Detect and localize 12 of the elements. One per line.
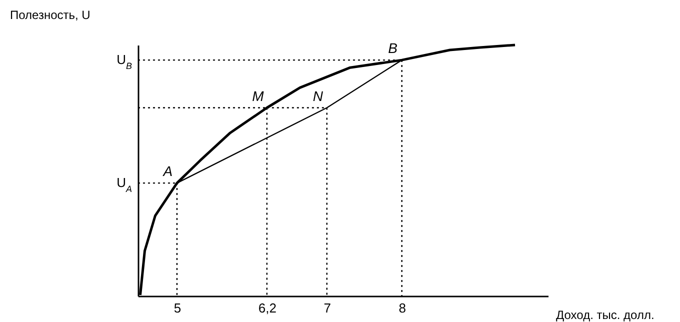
annotation: M	[252, 88, 264, 104]
x-tick-label: 8	[398, 300, 406, 316]
ref-line-label: U$_{B}$	[116, 52, 132, 72]
ref-line-label: U$_{A}$	[116, 175, 132, 194]
annotation: A	[162, 163, 173, 180]
y-axis-title: Полезность, U	[10, 8, 90, 22]
annotation: N	[312, 88, 324, 104]
x-tick-label: 6,2	[258, 300, 276, 316]
x-axis-title: Доход. тыс. долл.	[556, 308, 654, 322]
x-tick-label: 5	[174, 300, 182, 316]
annotation: B	[388, 40, 398, 56]
x-tick-label: 7	[324, 300, 331, 316]
